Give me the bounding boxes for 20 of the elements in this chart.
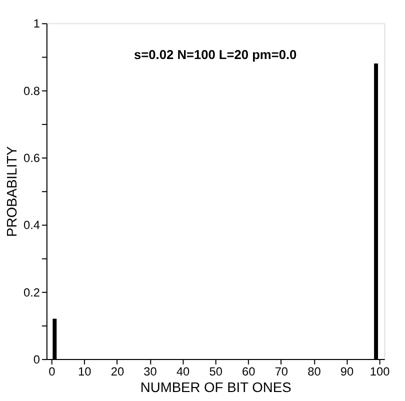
x-tick-label: 40 [176,364,190,378]
x-tick-label: 100 [370,364,390,378]
x-axis-title: NUMBER OF BIT ONES [140,379,292,396]
x-tick-label: 90 [340,364,354,378]
y-tick-label: 0.4 [24,218,40,232]
y-tick-label: 0.8 [24,84,40,98]
y-axis-title: PROBABILITY [4,146,20,237]
y-tick-label: 0.2 [24,285,40,300]
y-tick-label: 0 [33,352,40,366]
x-tick-label: 80 [308,364,322,378]
annotation: s=0.02 N=100 L=20 pm=0.0 [134,46,297,62]
x-tick-label: 30 [144,364,158,378]
x-tick-label: 50 [209,364,223,378]
x-tick-label: 0 [48,364,56,378]
x-tick-label: 20 [110,364,124,378]
x-tick-label: 10 [78,364,92,378]
x-tick-label: 60 [242,364,256,378]
y-tick-label: 1 [33,16,40,31]
x-tick-label: 70 [274,364,288,378]
y-tick-label: 0.6 [24,150,40,165]
